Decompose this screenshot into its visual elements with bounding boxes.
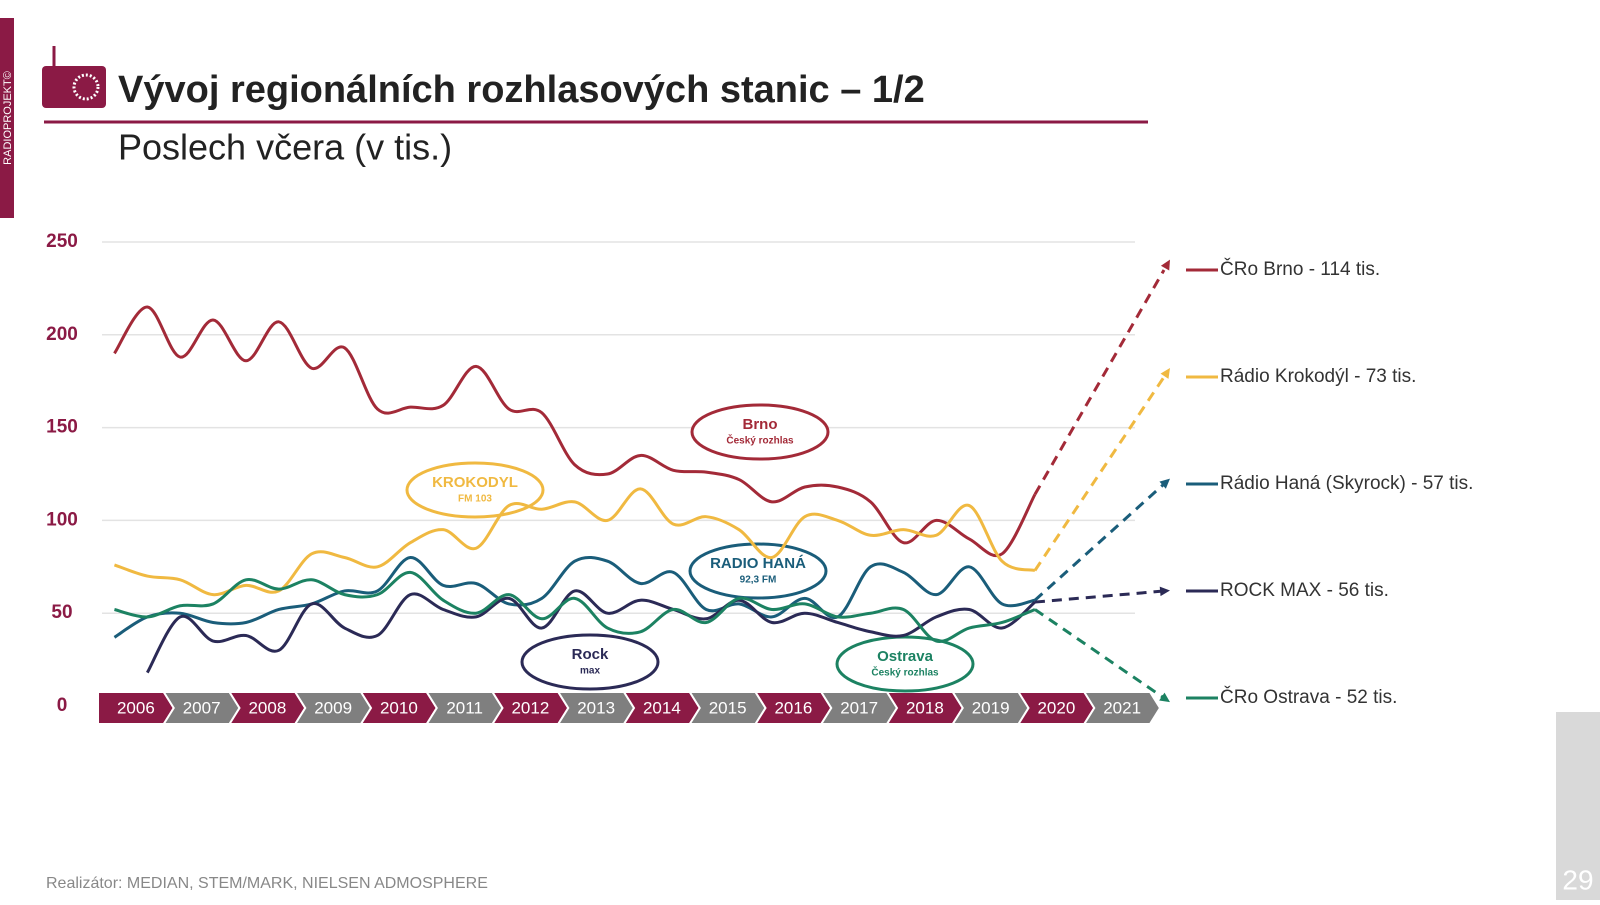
y-tick-label: 200 — [46, 324, 78, 345]
legend-label: ČRo Ostrava - 52 tis. — [1220, 686, 1397, 708]
y-tick-label: 150 — [46, 417, 78, 438]
logo-text: FM 103 — [458, 494, 492, 505]
arrow-head — [1160, 368, 1170, 379]
series-line — [113, 556, 1036, 639]
logo-text: 92,3 FM — [740, 575, 777, 586]
arrow-head — [1160, 259, 1170, 271]
x-tick-label: 2014 — [643, 698, 681, 717]
x-tick-label: 2007 — [183, 698, 221, 717]
x-tick-label: 2013 — [577, 698, 615, 717]
logo-ellipse — [520, 633, 660, 691]
arrow-head — [1159, 692, 1170, 703]
page-tab — [1556, 712, 1600, 900]
x-tick-label: 2020 — [1037, 698, 1075, 717]
x-tick-label: 2006 — [117, 698, 155, 717]
logo-text: Rock — [572, 646, 609, 663]
x-tick-label: 2010 — [380, 698, 418, 717]
logo-text: Brno — [743, 416, 778, 433]
logo-text: Český rozhlas — [726, 434, 794, 447]
subtitle: Poslech včera (v tis.) — [118, 127, 452, 168]
series-line — [146, 589, 1036, 674]
logo-ellipse — [835, 635, 975, 693]
chart: 0 50 100 150 200 250 2006 2007 2008 2009 2010 2011 2… — [46, 231, 1473, 725]
radio-speaker — [72, 73, 100, 101]
x-tick-label: 2019 — [972, 698, 1010, 717]
footer: Realizátor: MEDIAN, STEM/MARK, NIELSEN A… — [46, 875, 488, 892]
y-tick-label: 0 — [57, 695, 68, 716]
logo-text: Ostrava — [877, 648, 934, 665]
logo-text: RADIO HANÁ — [710, 555, 806, 572]
legend-label: Rádio Krokodýl - 73 tis. — [1220, 366, 1416, 387]
title: Vývoj regionálních rozhlasových stanic –… — [118, 69, 925, 111]
logo-text: KROKODYL — [432, 474, 518, 491]
x-tick-label: 2021 — [1103, 698, 1141, 717]
x-tick-label: 2016 — [774, 698, 812, 717]
legend-label: Rádio Haná (Skyrock) - 57 tis. — [1220, 473, 1473, 494]
x-tick-chevron — [1082, 691, 1162, 725]
x-tick-label: 2011 — [446, 698, 483, 717]
side-bar — [0, 18, 14, 218]
x-tick-label: 2018 — [906, 698, 944, 717]
trend-arrow — [1033, 376, 1166, 572]
y-tick-label: 100 — [46, 509, 78, 530]
y-tick-label: 50 — [51, 602, 72, 623]
arrow-head — [1159, 586, 1170, 597]
logo-ellipse — [405, 461, 545, 519]
trend-arrow — [1033, 482, 1166, 602]
x-tick-label: 2009 — [314, 698, 352, 717]
series-line — [114, 570, 1036, 643]
logo-text: max — [580, 666, 600, 677]
x-tick-label: 2012 — [511, 698, 549, 717]
legend-label: ČRo Brno - 114 tis. — [1220, 258, 1380, 280]
trend-arrow — [1034, 589, 1165, 604]
page-number: 29 — [1562, 864, 1593, 895]
legend-label: ROCK MAX - 56 tis. — [1220, 580, 1389, 601]
x-tick-label: 2017 — [840, 698, 878, 717]
arrow-head — [1159, 478, 1170, 489]
x-tick-label: 2015 — [709, 698, 747, 717]
y-tick-label: 250 — [46, 231, 78, 252]
logo-text: Český rozhlas — [871, 666, 939, 679]
logo-ellipse — [690, 403, 830, 461]
trend-arrow — [1033, 269, 1166, 496]
x-tick-label: 2008 — [248, 698, 286, 717]
series-line — [113, 305, 1037, 558]
series-line — [113, 487, 1036, 597]
trend-arrow — [1034, 608, 1165, 700]
side-label: RADIOPROJEKT© — [2, 71, 14, 165]
logo-ellipse — [688, 542, 828, 600]
